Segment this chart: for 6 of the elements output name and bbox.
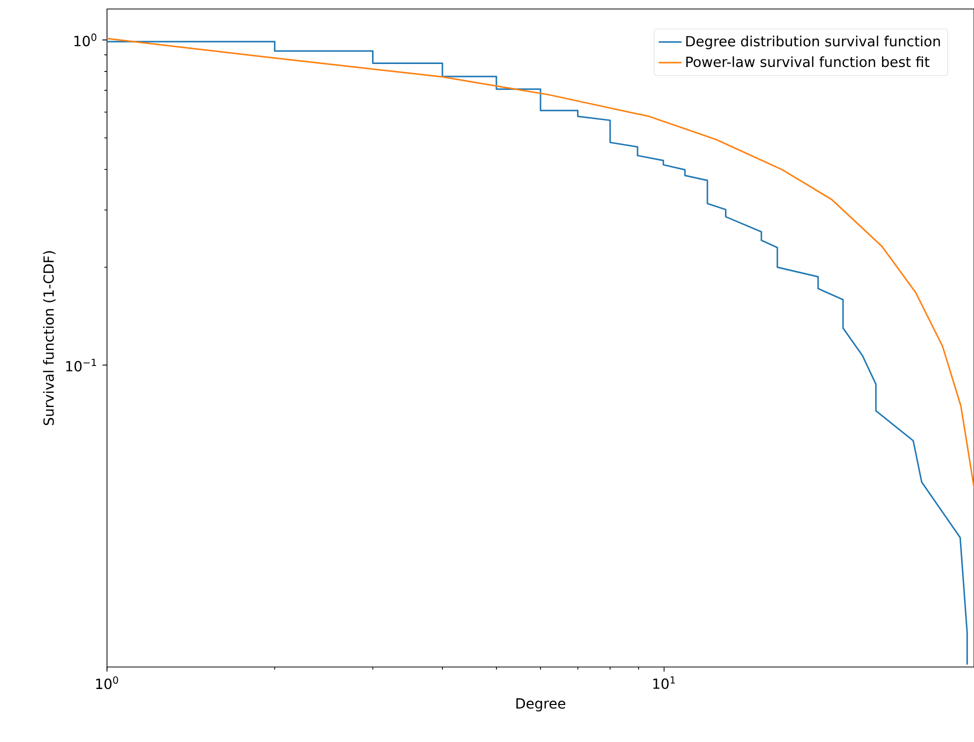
y-axis-title: Survival function (1-CDF) [43, 251, 56, 426]
x-tick-label: 10$^{1}$ [653, 676, 675, 689]
y-tick-label: 10$^{−1}$ [66, 358, 96, 372]
legend-label: Power-law survival function best fit [686, 56, 930, 68]
legend-label: Degree distribution survival function [686, 36, 940, 50]
x-axis-title: Degree [516, 698, 566, 712]
